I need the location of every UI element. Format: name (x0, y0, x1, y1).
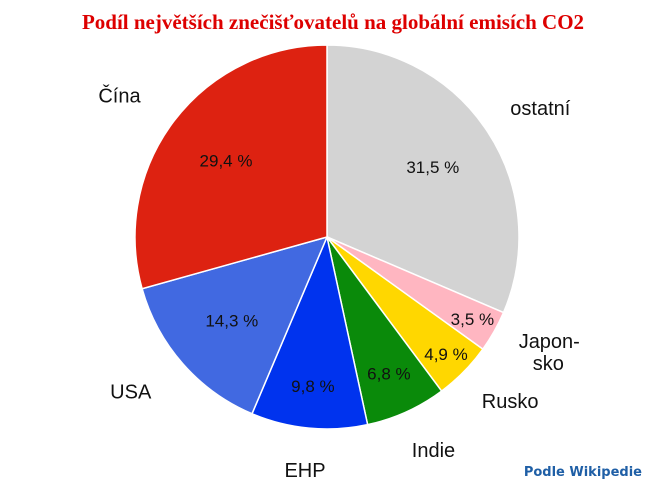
percent-labels: 31,5 % 3,5 % 4,9 % 6,8 % 9,8 % 14,3 % 29,4 % (200, 151, 495, 396)
pie-slice-ostatni (326, 44, 520, 314)
category-label-japon-sko: Japon-sko (519, 331, 580, 375)
percent-label-cina: 29,4 % (200, 151, 253, 170)
source-credit: Podle Wikipedie (523, 465, 642, 480)
percent-label-usa: 14,3 % (205, 312, 258, 331)
chart-title: Podíl největších znečišťovatelů na globá… (81, 10, 585, 34)
pie-slice-cina (134, 44, 328, 290)
category-label-ostatni: ostatní (510, 98, 570, 120)
pie-slice-usa (141, 235, 329, 415)
category-label-indie: Indie (412, 440, 455, 462)
category-labels: ostatní Japon-sko Rusko Indie EHP USA Čína (98, 85, 580, 482)
category-label-cina: Čína (98, 85, 141, 108)
percent-label-indie: 6,8 % (367, 364, 410, 383)
percent-label-japon-sko: 3,5 % (451, 310, 494, 329)
pie-slice-ehp (251, 234, 369, 430)
percent-label-ehp: 9,8 % (291, 377, 334, 396)
category-label-ehp: EHP (284, 460, 325, 482)
pie-slices (134, 44, 520, 430)
category-label-rusko: Rusko (482, 391, 539, 413)
percent-label-ostatni: 31,5 % (406, 158, 459, 177)
category-label-usa: USA (110, 382, 152, 404)
percent-label-rusko: 4,9 % (424, 345, 467, 364)
